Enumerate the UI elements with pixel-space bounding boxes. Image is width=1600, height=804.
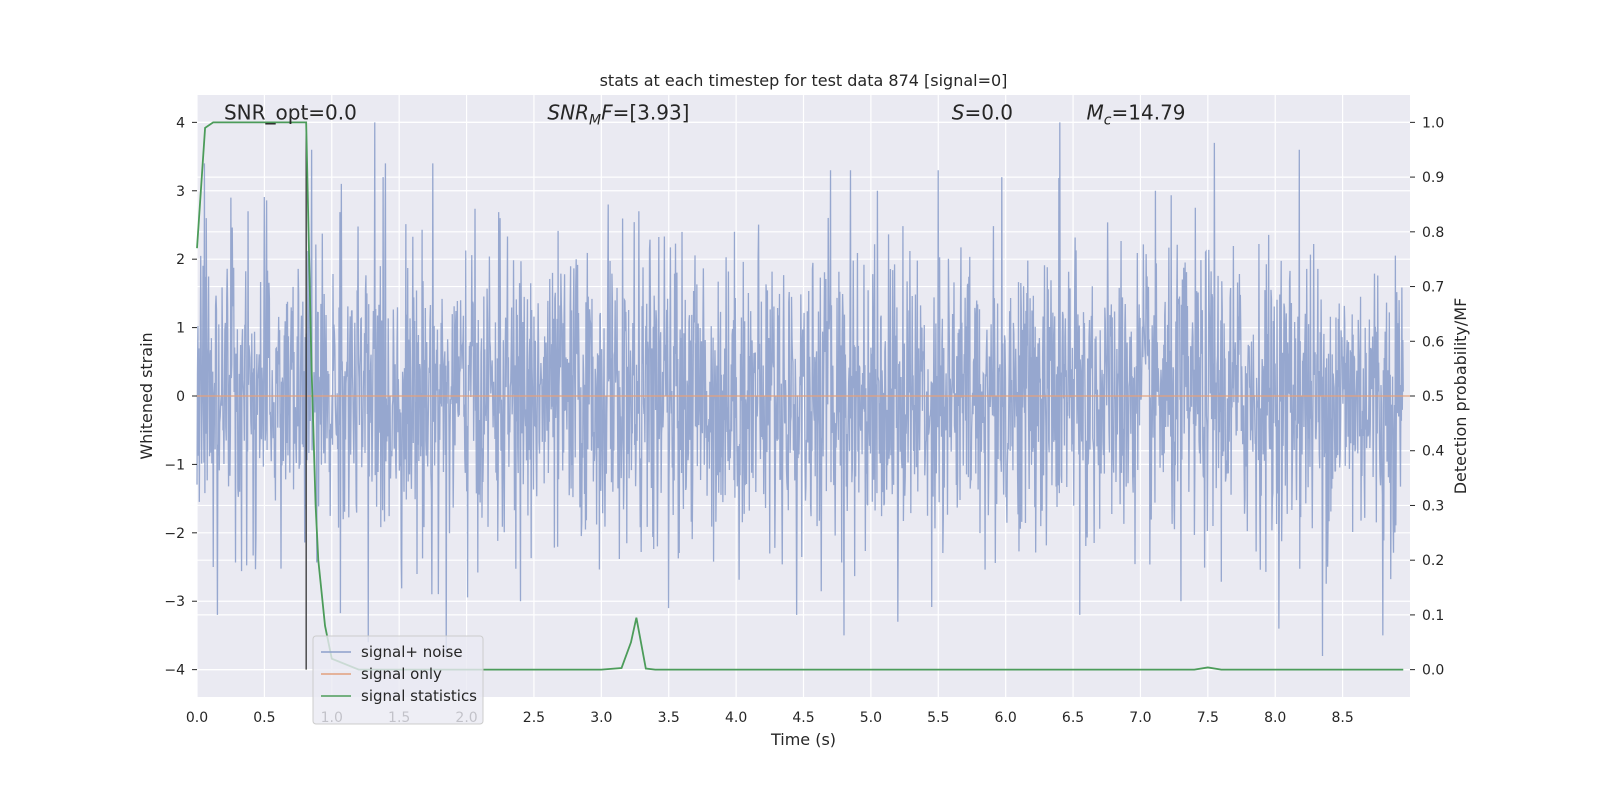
x-axis-label: Time (s): [770, 730, 836, 749]
y2-tick-label: 0.2: [1422, 553, 1444, 569]
y-tick-label: 2: [176, 252, 185, 268]
annotation-3: Mc=14.79: [1087, 101, 1186, 129]
x-tick-label: 5.0: [860, 710, 882, 726]
y2-tick-label: 0.5: [1422, 389, 1444, 405]
legend-label-signal-only: signal only: [361, 665, 442, 683]
x-tick-label: 2.5: [523, 710, 545, 726]
x-tick-label: 4.5: [792, 710, 814, 726]
x-tick-label: 6.5: [1062, 710, 1084, 726]
y-tick-label: 3: [176, 184, 185, 200]
y2-axis-label: Detection probability/MF: [1451, 298, 1470, 495]
x-tick-label: 8.0: [1264, 710, 1286, 726]
legend-label-signal-statistics: signal statistics: [361, 687, 477, 705]
x-tick-label: 7.0: [1129, 710, 1151, 726]
y2-tick-label: 0.6: [1422, 334, 1444, 350]
annotation-2: S=0.0: [952, 101, 1013, 125]
y2-tick-label: 0.8: [1422, 225, 1444, 241]
y-tick-labels: 4 3 2 1 0 −1 −2 −3 −4: [164, 115, 197, 679]
noise-series: [196, 122, 1404, 656]
annotations: SNR_opt=0.0 SNRMF=[3.93] S=0.0 Mc=14.79: [224, 101, 1186, 129]
y-tick-label: −4: [164, 663, 185, 679]
x-tick-label: 3.0: [590, 710, 612, 726]
y-tick-label: −1: [164, 457, 185, 473]
x-tick-label: 5.5: [927, 710, 949, 726]
y2-tick-label: 0.7: [1422, 280, 1444, 296]
y-tick-label: 0: [176, 389, 185, 405]
x-tick-label: 0.0: [186, 710, 208, 726]
y-tick-label: −2: [164, 526, 185, 542]
y2-tick-label: 0.1: [1422, 608, 1444, 624]
legend-box: [312, 635, 484, 725]
y-tick-label: 1: [176, 321, 185, 337]
y-tick-label: −3: [164, 594, 185, 610]
y2-tick-label: 0.4: [1422, 444, 1444, 460]
y2-tick-label: 0.0: [1422, 663, 1444, 679]
x-tick-label: 0.5: [253, 710, 275, 726]
x-tick-label: 6.0: [995, 710, 1017, 726]
y-axis-label: Whitened strain: [137, 332, 156, 459]
y2-tick-label: 0.9: [1422, 170, 1444, 186]
x-tick-label: 3.5: [658, 710, 680, 726]
y-tick-label: 4: [176, 115, 185, 131]
x-tick-label: 8.5: [1331, 710, 1353, 726]
legend: signal+ noise signal only signal statist…: [312, 635, 484, 725]
y2-tick-labels: 1.0 0.9 0.8 0.7 0.6 0.5 0.4 0.3 0.2 0.1 0.0: [1410, 115, 1444, 679]
series-signal-statistics: [196, 121, 1404, 671]
y2-tick-label: 0.3: [1422, 498, 1444, 514]
annotation-1: SNRMF=[3.93]: [547, 101, 689, 129]
x-tick-label: 7.5: [1197, 710, 1219, 726]
series-signal-noise: [196, 122, 1404, 656]
series-layer: [196, 121, 1410, 671]
legend-label-signal-noise: signal+ noise: [361, 643, 463, 661]
y2-tick-label: 1.0: [1422, 115, 1444, 131]
chart-title: stats at each timestep for test data 874…: [600, 71, 1008, 90]
x-tick-label: 4.0: [725, 710, 747, 726]
annotation-0: SNR_opt=0.0: [224, 101, 357, 125]
